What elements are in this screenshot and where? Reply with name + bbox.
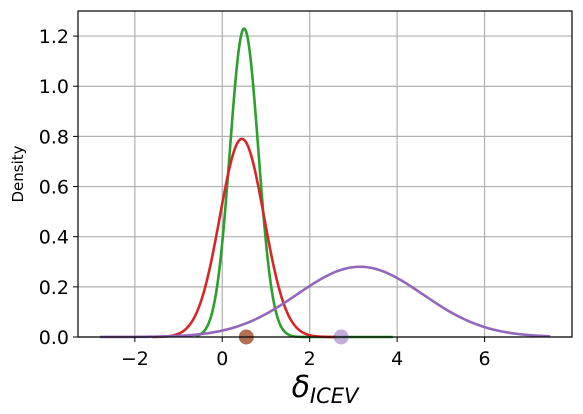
x-axis-label-subscript: ICEV xyxy=(310,384,360,408)
x-axis-label: δICEV xyxy=(292,370,360,408)
grid-lines xyxy=(78,11,572,338)
y-tick-label: 0.4 xyxy=(39,227,69,249)
y-tick-label: 0.8 xyxy=(39,126,69,148)
density-curves xyxy=(99,27,551,339)
x-tick-label: 6 xyxy=(479,348,491,370)
x-tick-label: −2 xyxy=(121,348,149,370)
y-tick-label: 1.0 xyxy=(39,76,69,98)
density-curve-3 xyxy=(99,265,551,339)
y-tick-label: 0.2 xyxy=(39,277,69,299)
x-tick-label: 4 xyxy=(391,348,403,370)
y-tick-label: 1.2 xyxy=(39,26,69,48)
y-tick-label: 0.0 xyxy=(39,327,69,349)
x-tick-label: 2 xyxy=(304,348,316,370)
plot-frame xyxy=(77,10,573,338)
y-axis-label: Density xyxy=(9,145,27,202)
x-axis-ticks: −2 0 2 4 6 xyxy=(121,337,491,370)
y-axis-ticks: 0.0 0.2 0.4 0.6 0.8 1.0 1.2 xyxy=(39,26,78,349)
y-tick-label: 0.6 xyxy=(39,177,69,199)
x-axis-label-main: δ xyxy=(292,370,310,405)
density-curve-2 xyxy=(151,137,337,339)
x-tick-label: 0 xyxy=(216,348,228,370)
